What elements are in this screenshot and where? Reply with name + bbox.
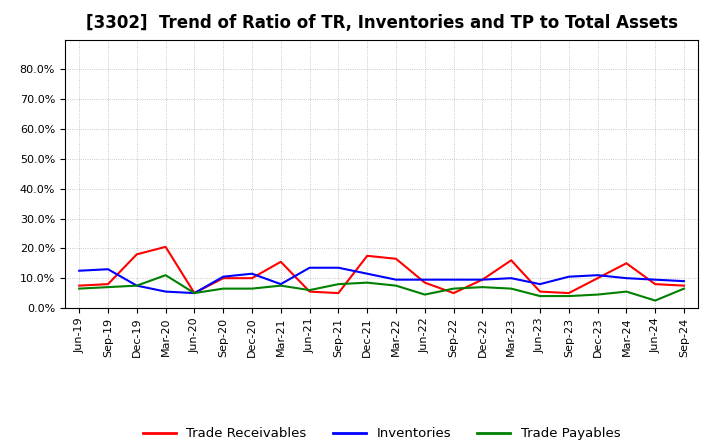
Inventories <box>478 277 487 282</box>
Trade Payables <box>132 283 141 288</box>
Inventories <box>622 275 631 281</box>
Trade Payables <box>622 289 631 294</box>
Inventories <box>334 265 343 270</box>
Trade Receivables <box>392 256 400 261</box>
Inventories <box>420 277 429 282</box>
Trade Receivables <box>680 283 688 288</box>
Trade Receivables <box>248 275 256 281</box>
Inventories <box>75 268 84 273</box>
Trade Receivables <box>564 290 573 296</box>
Trade Payables <box>104 285 112 290</box>
Line: Trade Receivables: Trade Receivables <box>79 247 684 293</box>
Trade Receivables <box>449 290 458 296</box>
Trade Payables <box>190 290 199 296</box>
Inventories <box>536 282 544 287</box>
Trade Payables <box>593 292 602 297</box>
Trade Payables <box>248 286 256 291</box>
Trade Payables <box>363 280 372 285</box>
Inventories <box>651 277 660 282</box>
Trade Receivables <box>334 290 343 296</box>
Trade Receivables <box>420 280 429 285</box>
Inventories <box>248 271 256 276</box>
Trade Receivables <box>219 275 228 281</box>
Trade Payables <box>420 292 429 297</box>
Line: Trade Payables: Trade Payables <box>79 275 684 301</box>
Trade Receivables <box>363 253 372 258</box>
Line: Inventories: Inventories <box>79 268 684 293</box>
Trade Receivables <box>593 275 602 281</box>
Trade Payables <box>564 293 573 299</box>
Inventories <box>564 274 573 279</box>
Inventories <box>276 282 285 287</box>
Inventories <box>507 275 516 281</box>
Inventories <box>161 289 170 294</box>
Trade Payables <box>478 285 487 290</box>
Trade Payables <box>449 286 458 291</box>
Trade Payables <box>276 283 285 288</box>
Trade Payables <box>536 293 544 299</box>
Legend: Trade Receivables, Inventories, Trade Payables: Trade Receivables, Inventories, Trade Pa… <box>143 427 621 440</box>
Trade Receivables <box>651 282 660 287</box>
Inventories <box>449 277 458 282</box>
Trade Receivables <box>478 277 487 282</box>
Trade Receivables <box>104 282 112 287</box>
Trade Receivables <box>132 252 141 257</box>
Trade Receivables <box>75 283 84 288</box>
Trade Receivables <box>507 258 516 263</box>
Trade Payables <box>219 286 228 291</box>
Inventories <box>680 279 688 284</box>
Trade Payables <box>161 272 170 278</box>
Trade Payables <box>680 286 688 291</box>
Title: [3302]  Trend of Ratio of TR, Inventories and TP to Total Assets: [3302] Trend of Ratio of TR, Inventories… <box>86 15 678 33</box>
Trade Receivables <box>161 244 170 249</box>
Trade Receivables <box>276 259 285 264</box>
Trade Payables <box>507 286 516 291</box>
Inventories <box>305 265 314 270</box>
Inventories <box>593 272 602 278</box>
Inventories <box>219 274 228 279</box>
Trade Receivables <box>305 289 314 294</box>
Inventories <box>104 267 112 272</box>
Trade Payables <box>305 287 314 293</box>
Trade Payables <box>392 283 400 288</box>
Trade Receivables <box>536 289 544 294</box>
Inventories <box>132 283 141 288</box>
Trade Payables <box>75 286 84 291</box>
Inventories <box>190 290 199 296</box>
Trade Receivables <box>622 260 631 266</box>
Inventories <box>363 271 372 276</box>
Trade Payables <box>334 282 343 287</box>
Trade Receivables <box>190 290 199 296</box>
Inventories <box>392 277 400 282</box>
Trade Payables <box>651 298 660 303</box>
